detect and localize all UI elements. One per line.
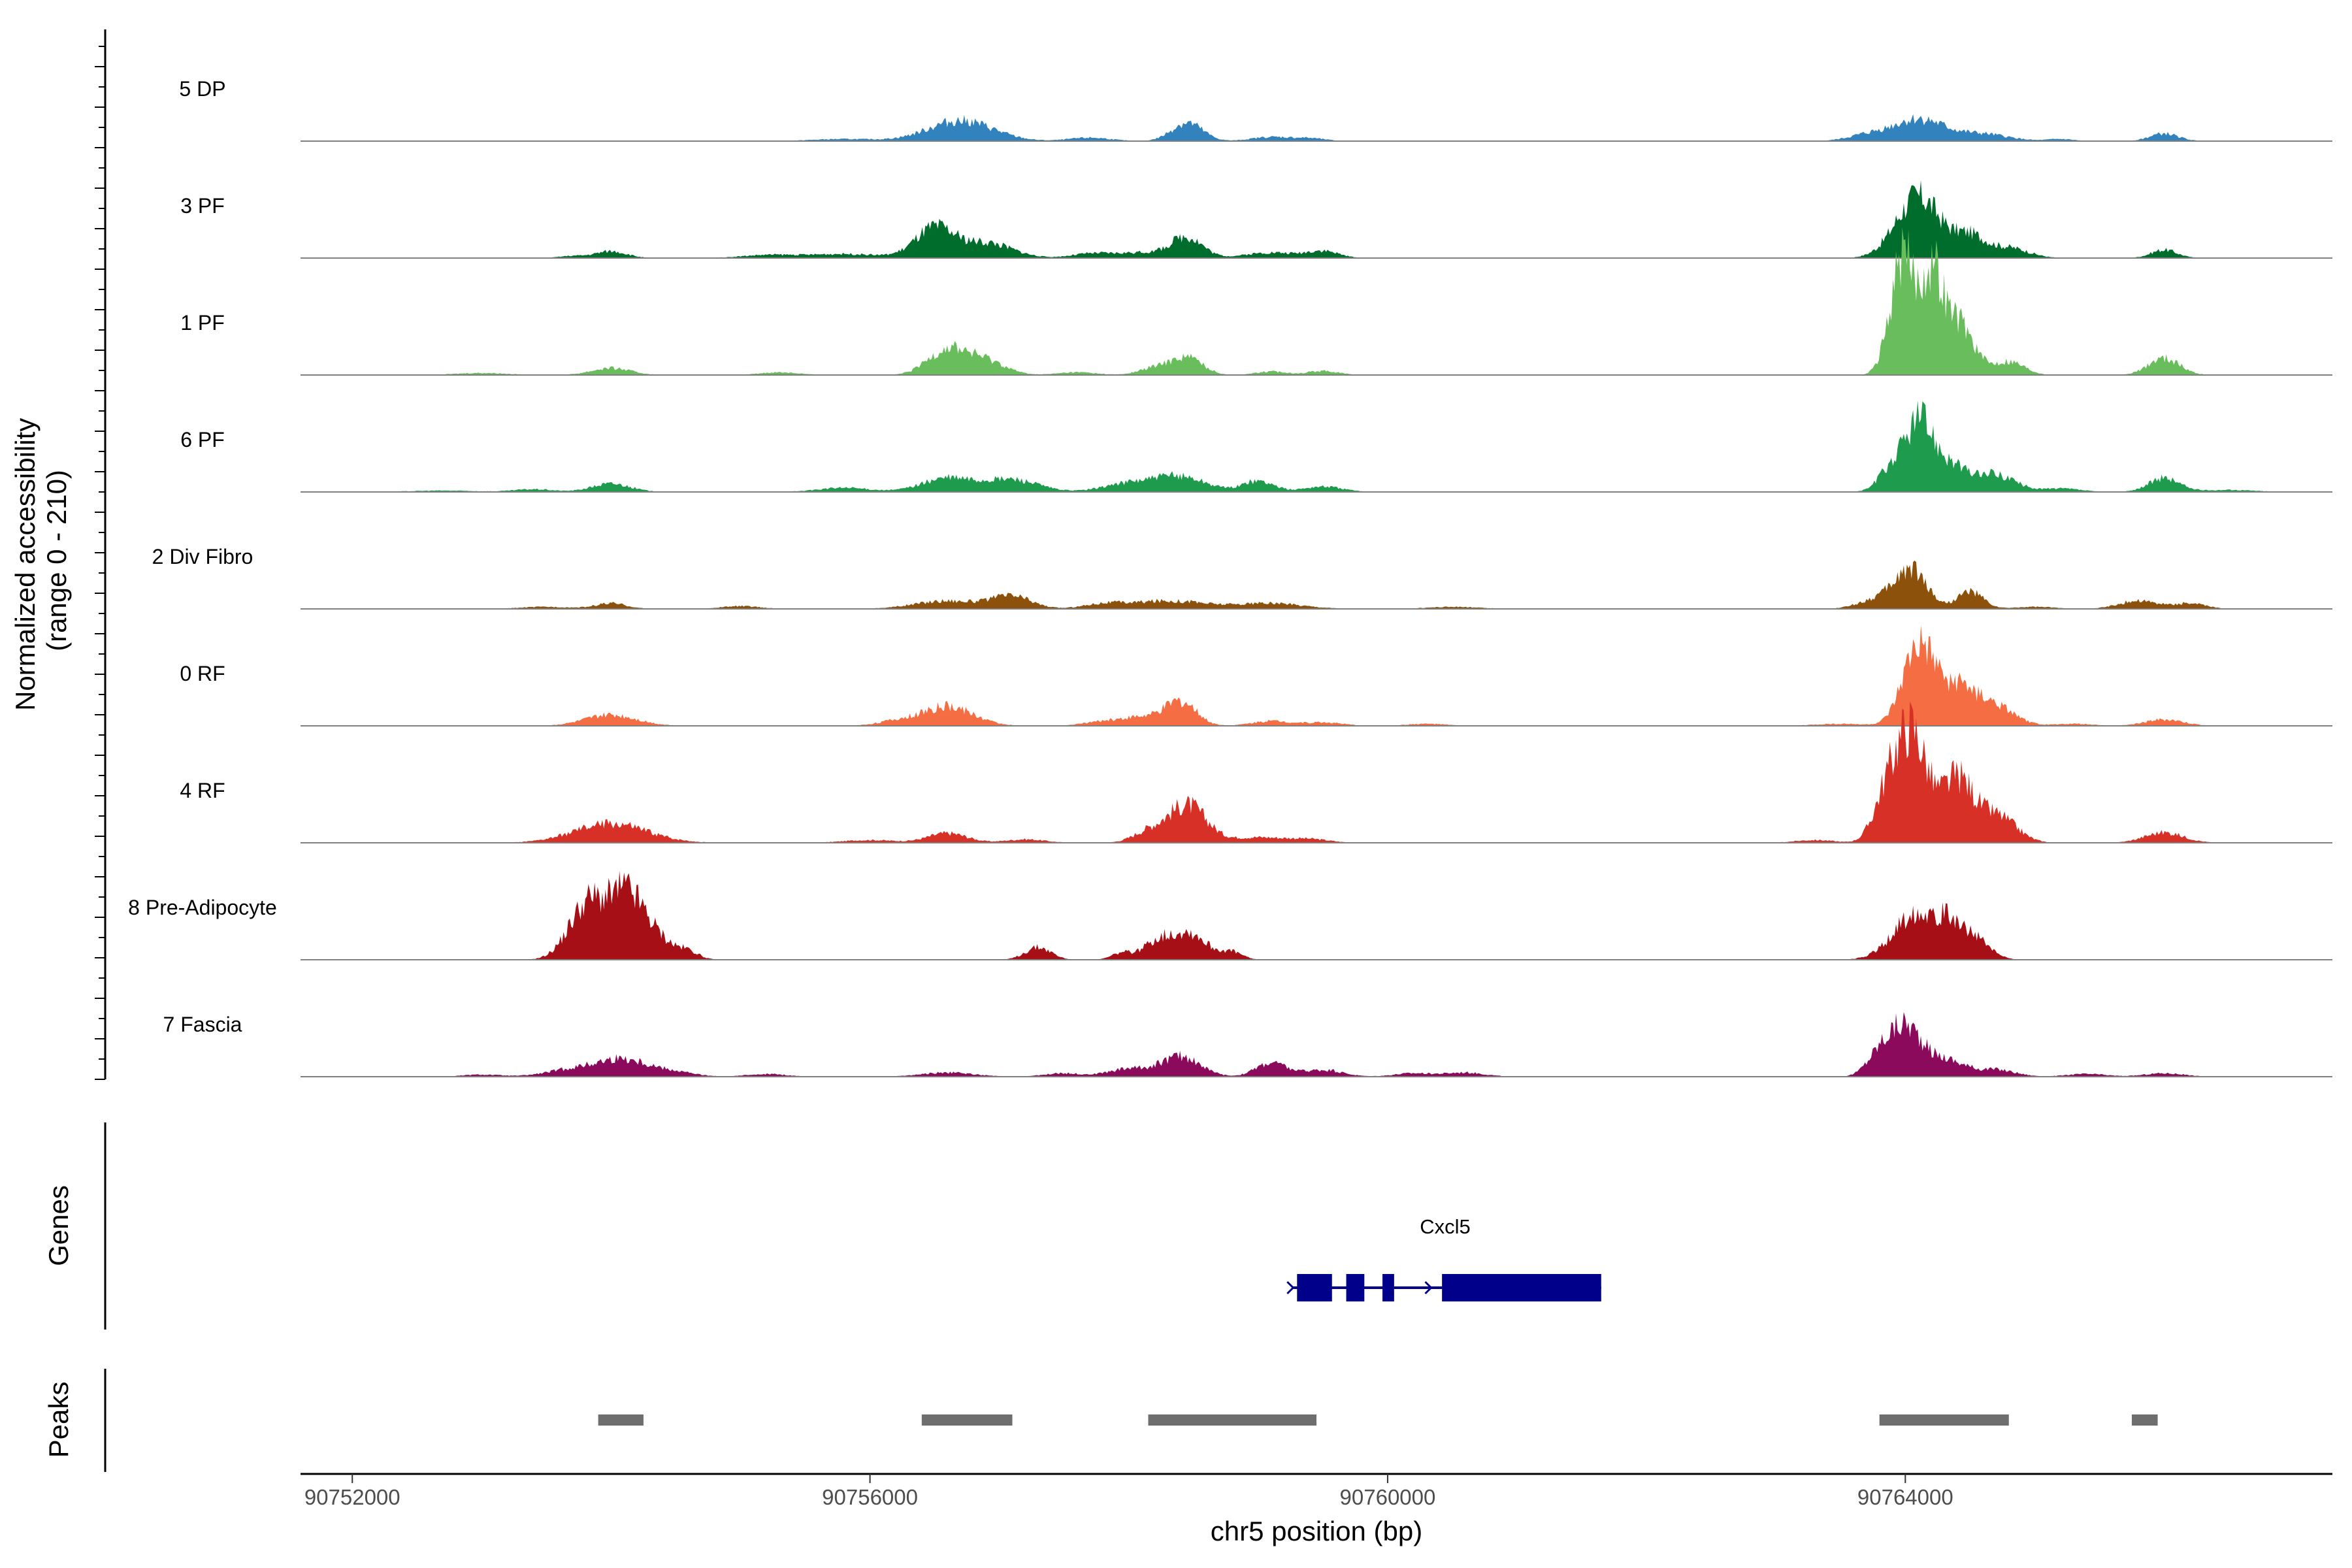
gene-label: Cxcl5 — [1420, 1215, 1471, 1238]
track-9: 7 Fascia — [163, 1012, 2333, 1077]
track-7: 4 RF — [180, 701, 2333, 843]
track-label: 4 RF — [180, 779, 225, 802]
gene-exon — [1297, 1274, 1332, 1301]
coverage-area — [352, 561, 2333, 609]
y-axis-ticks — [95, 46, 105, 1080]
track-label: 8 Pre-Adipocyte — [128, 896, 277, 919]
track-8: 8 Pre-Adipocyte — [128, 871, 2333, 960]
track-label: 5 DP — [179, 77, 225, 101]
x-axis-ticks: 90752000 90756000 90760000 90764000 — [304, 1474, 1953, 1509]
track-label: 7 Fascia — [163, 1013, 242, 1036]
track-6: 0 RF — [180, 625, 2333, 727]
strand-arrow — [1424, 1281, 1433, 1295]
track-5: 2 Div Fibro — [152, 545, 2333, 610]
track-2: 3 PF — [180, 180, 2333, 259]
genes-track-title: Genes — [43, 1185, 74, 1266]
y-axis-title-line-2: (range 0 - 210) — [41, 470, 72, 651]
x-tick-label: 90764000 — [1857, 1485, 1953, 1509]
x-tick-label: 90752000 — [304, 1485, 400, 1509]
peak-region — [1148, 1414, 1316, 1426]
gene-track: Cxcl5 — [1286, 1215, 1601, 1301]
track-3: 1 PF — [180, 227, 2333, 376]
gene-exon — [1442, 1274, 1601, 1301]
peaks-track-title: Peaks — [43, 1382, 74, 1458]
x-axis-title: chr5 position (bp) — [1211, 1516, 1423, 1546]
x-tick-label: 90756000 — [822, 1485, 918, 1509]
track-label: 1 PF — [180, 311, 225, 335]
peaks-track — [598, 1414, 2158, 1426]
gene-exon — [1346, 1274, 1365, 1301]
peak-region — [921, 1414, 1013, 1426]
coverage-area — [352, 1012, 2333, 1077]
x-tick-label: 90760000 — [1340, 1485, 1436, 1509]
coverage-area — [352, 114, 2333, 141]
track-label: 0 RF — [180, 662, 225, 685]
peak-region — [598, 1414, 644, 1426]
track-label: 2 Div Fibro — [152, 545, 253, 568]
coverage-area — [352, 400, 2333, 492]
y-axis-title-line-1: Normalized accessibility — [10, 418, 41, 711]
gene-exon — [1382, 1274, 1394, 1301]
coverage-area — [352, 180, 2333, 258]
coverage-area — [352, 871, 2333, 960]
track-1: 5 DP — [179, 77, 2333, 142]
track-4: 6 PF — [180, 400, 2333, 493]
track-label: 3 PF — [180, 194, 225, 218]
coverage-area — [352, 625, 2333, 726]
track-label: 6 PF — [180, 428, 225, 451]
coverage-tracks: 5 DP 3 PF 1 PF 6 PF 2 Div Fibro 0 RF 4 RF 8 Pre… — [128, 77, 2333, 1077]
coverage-area — [352, 227, 2333, 375]
peak-region — [2131, 1414, 2158, 1426]
peak-region — [1879, 1414, 2009, 1426]
y-axis-title: Normalized accessibility (range 0 - 210) — [10, 410, 72, 711]
strand-arrow — [1286, 1281, 1295, 1295]
